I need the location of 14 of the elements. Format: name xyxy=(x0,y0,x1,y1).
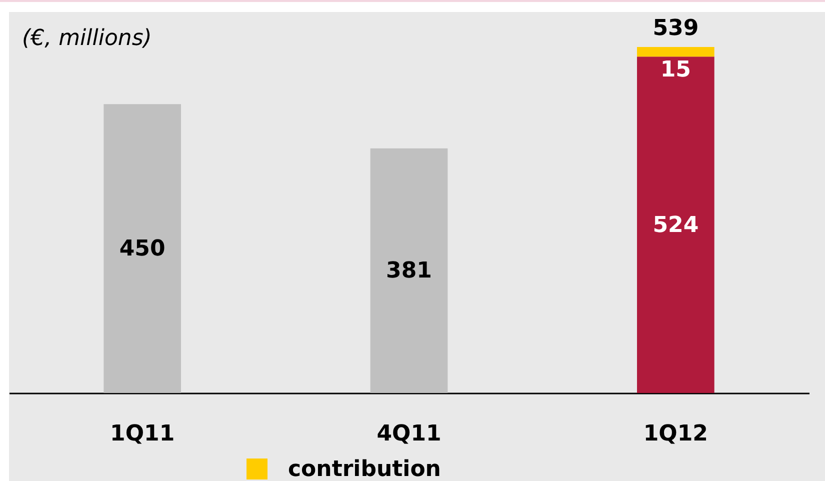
x-tick-label: 1Q12 xyxy=(643,422,708,446)
legend-label: contribution xyxy=(288,457,441,481)
bar xyxy=(637,47,714,57)
data-label: 524 xyxy=(652,212,699,238)
bar xyxy=(104,104,181,393)
data-label: 381 xyxy=(386,258,432,284)
bar xyxy=(370,148,448,393)
annotation: (€, millions) xyxy=(22,26,152,51)
data-label: 15 xyxy=(660,58,691,83)
data-label: 450 xyxy=(119,236,166,262)
x-tick-label: 1Q11 xyxy=(110,422,175,446)
total-label: 539 xyxy=(652,16,699,41)
x-tick-label: 4Q11 xyxy=(376,422,442,446)
bar xyxy=(637,56,714,393)
